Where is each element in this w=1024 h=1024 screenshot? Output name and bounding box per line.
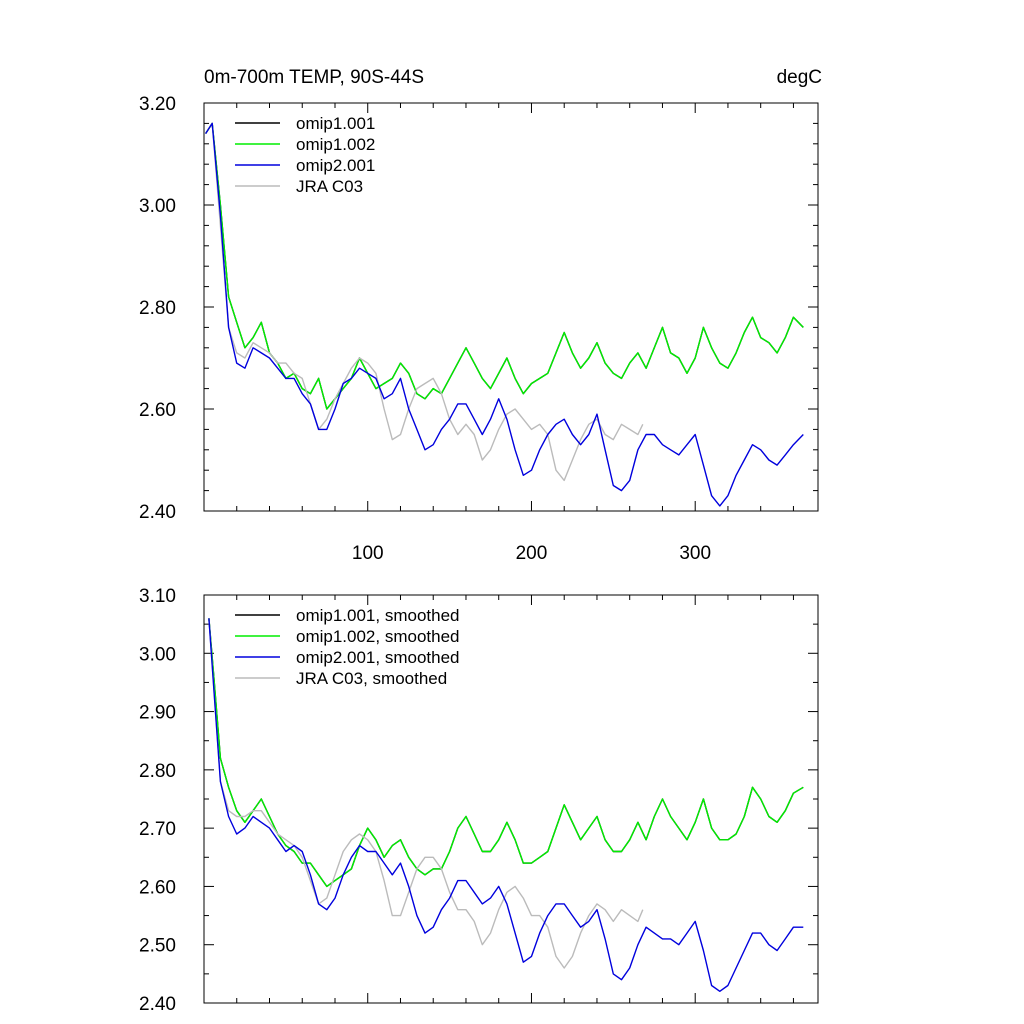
y-tick-label: 3.20 (139, 94, 176, 115)
units-label: degC (777, 67, 822, 88)
chart-title: 0m-700m TEMP, 90S-44S (204, 67, 424, 88)
y-tick-label: 3.00 (139, 644, 176, 665)
y-tick-label: 2.40 (139, 502, 176, 523)
y-tick-label: 2.50 (139, 936, 176, 957)
x-tick-label: 100 (352, 543, 384, 564)
legend-label: JRA C03 (296, 177, 363, 196)
legend-label: omip1.002 (296, 135, 375, 154)
legend-label: omip1.001, smoothed (296, 606, 460, 625)
x-tick-label: 300 (679, 543, 711, 564)
y-tick-label: 2.80 (139, 298, 176, 319)
top-panel: 2.40 2.60 2.80 3.00 3.20 100 200 300 omip1.001 om… (139, 94, 819, 564)
y-tick-label: 2.40 (139, 994, 176, 1015)
y-tick-label: 2.60 (139, 877, 176, 898)
series-line (208, 618, 804, 992)
series-line (208, 618, 644, 969)
legend-label: JRA C03, smoothed (296, 669, 447, 688)
x-tick-label: 200 (516, 543, 548, 564)
legend-label: omip2.001, smoothed (296, 648, 460, 667)
legend-label: omip1.002, smoothed (296, 627, 460, 646)
series-line (205, 122, 804, 507)
y-tick-label: 2.80 (139, 761, 176, 782)
legend-label: omip1.001 (296, 114, 375, 133)
y-tick-label: 2.90 (139, 703, 176, 724)
y-tick-label: 2.60 (139, 400, 176, 421)
series-line (205, 122, 644, 482)
series-line (205, 122, 804, 410)
legend-label: omip2.001 (296, 156, 375, 175)
bottom-panel: 2.40 2.50 2.60 2.70 2.80 2.90 3.00 3.10 omip1.00… (139, 586, 819, 1015)
y-tick-label: 3.00 (139, 196, 176, 217)
y-tick-label: 3.10 (139, 586, 176, 607)
y-tick-label: 2.70 (139, 819, 176, 840)
